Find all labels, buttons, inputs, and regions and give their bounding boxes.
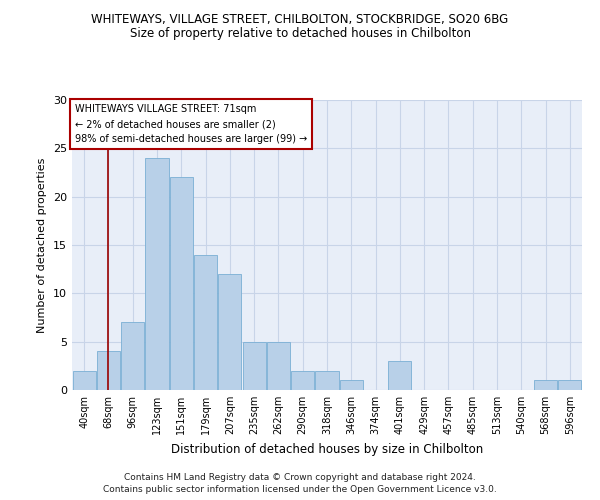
Bar [194,254,217,390]
Bar [388,361,412,390]
Bar [73,370,95,390]
Bar [291,370,314,390]
Bar [218,274,241,390]
Y-axis label: Number of detached properties: Number of detached properties [37,158,47,332]
Text: WHITEWAYS VILLAGE STREET: 71sqm
← 2% of detached houses are smaller (2)
98% of s: WHITEWAYS VILLAGE STREET: 71sqm ← 2% of … [74,104,307,144]
Bar [121,322,144,390]
Bar [559,380,581,390]
Bar [242,342,266,390]
Bar [534,380,557,390]
Text: Distribution of detached houses by size in Chilbolton: Distribution of detached houses by size … [171,442,483,456]
Text: Contains public sector information licensed under the Open Government Licence v3: Contains public sector information licen… [103,485,497,494]
Bar [145,158,169,390]
Bar [316,370,338,390]
Bar [170,178,193,390]
Bar [340,380,363,390]
Text: Contains HM Land Registry data © Crown copyright and database right 2024.: Contains HM Land Registry data © Crown c… [124,472,476,482]
Text: WHITEWAYS, VILLAGE STREET, CHILBOLTON, STOCKBRIDGE, SO20 6BG: WHITEWAYS, VILLAGE STREET, CHILBOLTON, S… [91,12,509,26]
Text: Size of property relative to detached houses in Chilbolton: Size of property relative to detached ho… [130,28,470,40]
Bar [267,342,290,390]
Bar [97,352,120,390]
